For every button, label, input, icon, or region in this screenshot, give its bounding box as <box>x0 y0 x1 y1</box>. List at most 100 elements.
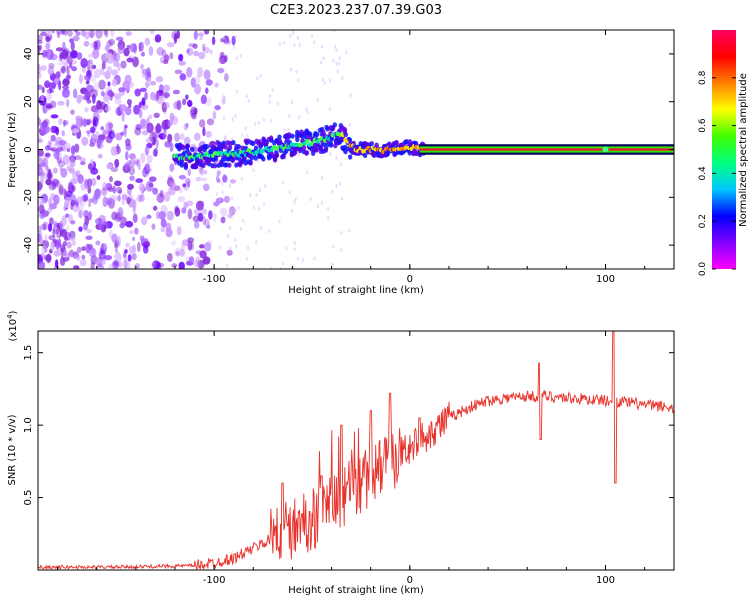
noise-blob <box>157 97 165 105</box>
noise-blob <box>62 154 71 165</box>
noise-blob <box>220 37 224 43</box>
noise-blob <box>255 193 258 198</box>
noise-blob <box>108 263 116 269</box>
noise-blob <box>146 122 154 134</box>
noise-blob <box>338 181 342 186</box>
noise-blob <box>104 105 111 112</box>
trace-blob <box>321 142 327 148</box>
trace-blob <box>248 160 253 166</box>
noise-blob <box>176 30 181 39</box>
noise-blob <box>92 135 97 144</box>
noise-blob <box>149 176 157 182</box>
noise-blob <box>170 240 177 246</box>
trace-blob <box>375 152 380 158</box>
noise-blob <box>132 236 136 241</box>
noise-blob <box>40 162 47 167</box>
noise-blob <box>166 41 175 48</box>
noise-blob <box>348 228 351 233</box>
noise-blob <box>55 47 64 52</box>
trace-blob <box>301 145 307 151</box>
noise-blob <box>246 245 250 250</box>
noise-blob <box>103 242 108 250</box>
noise-blob <box>80 58 88 68</box>
noise-blob <box>161 49 167 58</box>
noise-blob <box>140 51 145 57</box>
noise-blob <box>114 248 118 253</box>
noise-blob <box>88 30 96 38</box>
noise-blob <box>176 226 182 236</box>
noise-blob <box>215 192 218 197</box>
noise-blob <box>53 250 61 257</box>
noise-blob <box>309 196 312 201</box>
noise-blob <box>113 93 122 100</box>
noise-blob <box>185 200 194 207</box>
noise-blob <box>45 144 51 151</box>
noise-blob <box>115 36 124 41</box>
noise-blob <box>239 53 243 58</box>
noise-blob <box>173 33 178 44</box>
noise-blob <box>242 218 245 223</box>
noise-blob <box>114 158 120 168</box>
noise-blob <box>202 43 206 52</box>
noise-blob <box>152 187 158 195</box>
noise-blob <box>146 137 154 144</box>
noise-blob <box>328 78 332 83</box>
y-tick-label: 1.0 <box>23 417 34 433</box>
noise-blob <box>76 52 83 61</box>
snr-ylabel: SNR (10 * v/v) <box>7 414 18 485</box>
noise-blob <box>147 77 152 82</box>
noise-blob <box>226 249 233 256</box>
noise-blob <box>67 30 73 37</box>
noise-blob <box>256 76 259 81</box>
noise-blob <box>48 223 53 232</box>
snr-axes: -100 0 100 0.5 1.0 1.5 <box>23 331 674 586</box>
noise-blob <box>131 157 140 163</box>
noise-blob <box>223 195 231 203</box>
noise-blob <box>62 78 70 87</box>
noise-blob <box>52 194 60 205</box>
trace-blob <box>284 148 289 154</box>
noise-blob <box>76 196 83 204</box>
noise-blob <box>48 197 53 206</box>
noise-blob <box>316 98 319 103</box>
noise-blob <box>131 253 137 261</box>
noise-blob <box>214 105 221 111</box>
trace-blob <box>253 155 258 161</box>
noise-blob <box>56 146 64 152</box>
noise-blob <box>156 46 165 56</box>
noise-blob <box>252 205 256 210</box>
noise-blob <box>169 52 174 60</box>
noise-blob <box>187 99 193 108</box>
trace-blob <box>181 145 186 151</box>
noise-blob <box>292 264 295 269</box>
noise-blob <box>102 129 109 136</box>
trace-blob <box>362 152 368 159</box>
noise-blob <box>97 220 104 231</box>
noise-blob <box>320 175 324 180</box>
noise-blob <box>296 36 299 41</box>
noise-blob <box>259 225 263 230</box>
noise-blob <box>75 117 81 129</box>
noise-blob <box>193 220 200 229</box>
noise-blob <box>90 30 94 39</box>
trace-blob <box>333 143 338 149</box>
noise-blob <box>328 107 332 112</box>
noise-blob <box>223 116 226 121</box>
noise-blob <box>202 256 211 265</box>
noise-blob <box>93 82 99 93</box>
noise-blob <box>148 182 154 188</box>
noise-blob <box>92 116 99 127</box>
noise-blob <box>41 239 50 249</box>
noise-blob <box>97 153 103 159</box>
noise-blob <box>232 45 236 50</box>
noise-blob <box>138 108 143 119</box>
noise-blob <box>38 44 43 51</box>
trace-blob <box>236 144 242 150</box>
noise-blob <box>118 87 126 96</box>
noise-blob <box>235 89 239 94</box>
noise-blob <box>123 258 128 269</box>
noise-blob <box>61 88 70 99</box>
noise-blob <box>119 104 128 112</box>
noise-blob <box>149 131 158 143</box>
noise-blob <box>85 129 92 134</box>
